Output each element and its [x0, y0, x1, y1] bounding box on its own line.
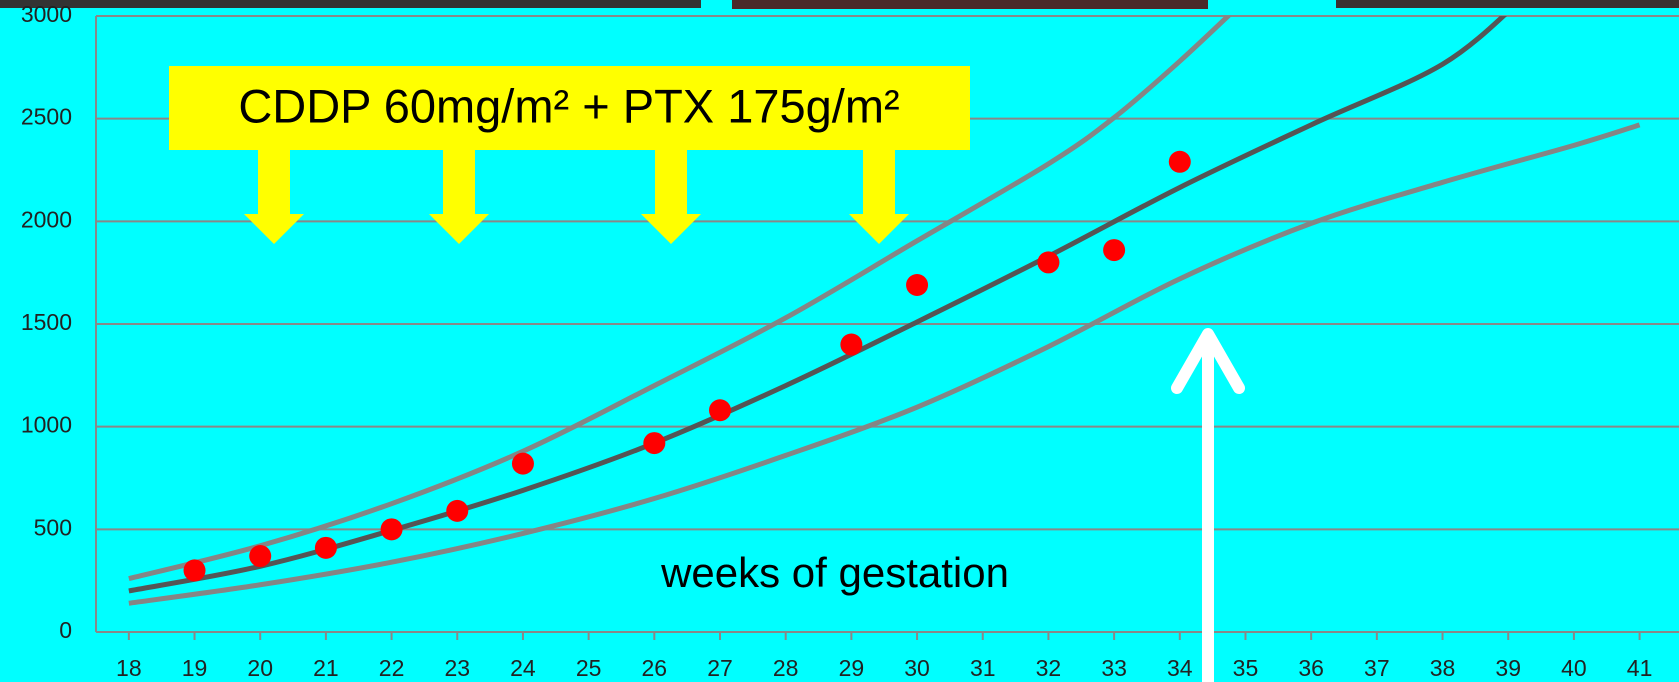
x-tick-label: 37	[1364, 655, 1390, 681]
x-tick-label: 28	[773, 655, 799, 681]
x-tick-label: 25	[576, 655, 602, 681]
data-point	[249, 545, 271, 567]
x-tick-label: 38	[1430, 655, 1456, 681]
x-tick-label: 21	[313, 655, 339, 681]
data-point	[381, 518, 403, 540]
data-point	[315, 537, 337, 559]
x-tick-label: 30	[904, 655, 930, 681]
x-tick-label: 26	[642, 655, 668, 681]
y-tick-label: 2000	[21, 206, 72, 232]
x-tick-label: 34	[1167, 655, 1193, 681]
x-tick-label: 41	[1627, 655, 1653, 681]
photo-strip	[1336, 0, 1679, 8]
x-tick-label: 36	[1298, 655, 1324, 681]
y-tick-label: 1000	[21, 412, 72, 438]
x-tick-label: 31	[970, 655, 996, 681]
data-point	[1169, 151, 1191, 173]
x-tick-label: 18	[116, 655, 142, 681]
data-point	[709, 399, 731, 421]
x-tick-label: 22	[379, 655, 405, 681]
data-point	[184, 559, 206, 581]
data-point	[1037, 251, 1059, 273]
y-tick-label: 3000	[21, 1, 72, 27]
y-tick-label: 500	[34, 514, 72, 540]
annotation: CDDP 60mg/m² + PTX 175g/m²	[238, 79, 899, 132]
data-point	[1103, 239, 1125, 261]
x-tick-label: 24	[510, 655, 536, 681]
data-point	[840, 334, 862, 356]
y-tick-label: 2500	[21, 104, 72, 130]
data-point	[512, 453, 534, 475]
photo-strip	[0, 0, 701, 8]
x-tick-label: 40	[1561, 655, 1587, 681]
x-tick-label: 23	[444, 655, 470, 681]
x-tick-label: 39	[1495, 655, 1521, 681]
x-tick-label: 19	[182, 655, 208, 681]
x-tick-label: 27	[707, 655, 733, 681]
data-point	[643, 432, 665, 454]
y-tick-label: 1500	[21, 309, 72, 335]
x-tick-label: 20	[247, 655, 273, 681]
chart: 0 500 1000 1500 2000 2500 3000 18 19 20 21 22 23 24 25…	[0, 0, 1679, 682]
x-tick-label: 32	[1036, 655, 1062, 681]
data-point	[446, 500, 468, 522]
y-tick-label: 0	[59, 617, 72, 643]
x-tick-label: 35	[1233, 655, 1259, 681]
page: {"chart_data": { "type": "scatter", "ann…	[0, 0, 1679, 682]
photo-strip	[732, 0, 1208, 9]
x-tick-label: 29	[839, 655, 865, 681]
x-tick-label: 33	[1101, 655, 1127, 681]
x-axis-label: weeks of gestation	[660, 549, 1009, 596]
data-point	[906, 274, 928, 296]
